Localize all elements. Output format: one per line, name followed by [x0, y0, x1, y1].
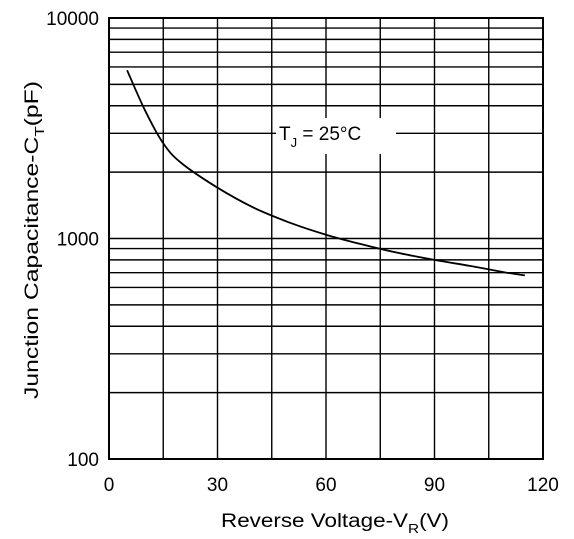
grid: [109, 18, 543, 459]
x-tick-label: 90: [424, 475, 445, 496]
series-layer: [126, 69, 526, 277]
y-tick-label: 100: [67, 450, 99, 471]
y-tick-labels: 100 1000 10000: [46, 9, 99, 471]
x-tick-label: 0: [104, 475, 115, 496]
annotation-background: [276, 118, 396, 154]
x-tick-label: 60: [315, 475, 336, 496]
x-tick-label: 120: [527, 475, 559, 496]
x-axis-title: Reverse Voltage-V R(V): [221, 511, 449, 536]
x-tick-label: 30: [207, 475, 228, 496]
series-line: [126, 69, 526, 277]
x-tick-labels: 0 30 60 90 120: [104, 475, 559, 496]
plot-border: [108, 17, 544, 460]
plot-frame: [108, 17, 544, 460]
y-axis-title: Junction Capacitance-CT(pF): [22, 81, 47, 399]
annotation-label: TJ = 25°C: [279, 124, 361, 150]
y-tick-label: 10000: [46, 9, 99, 30]
y-tick-label: 1000: [57, 230, 99, 251]
